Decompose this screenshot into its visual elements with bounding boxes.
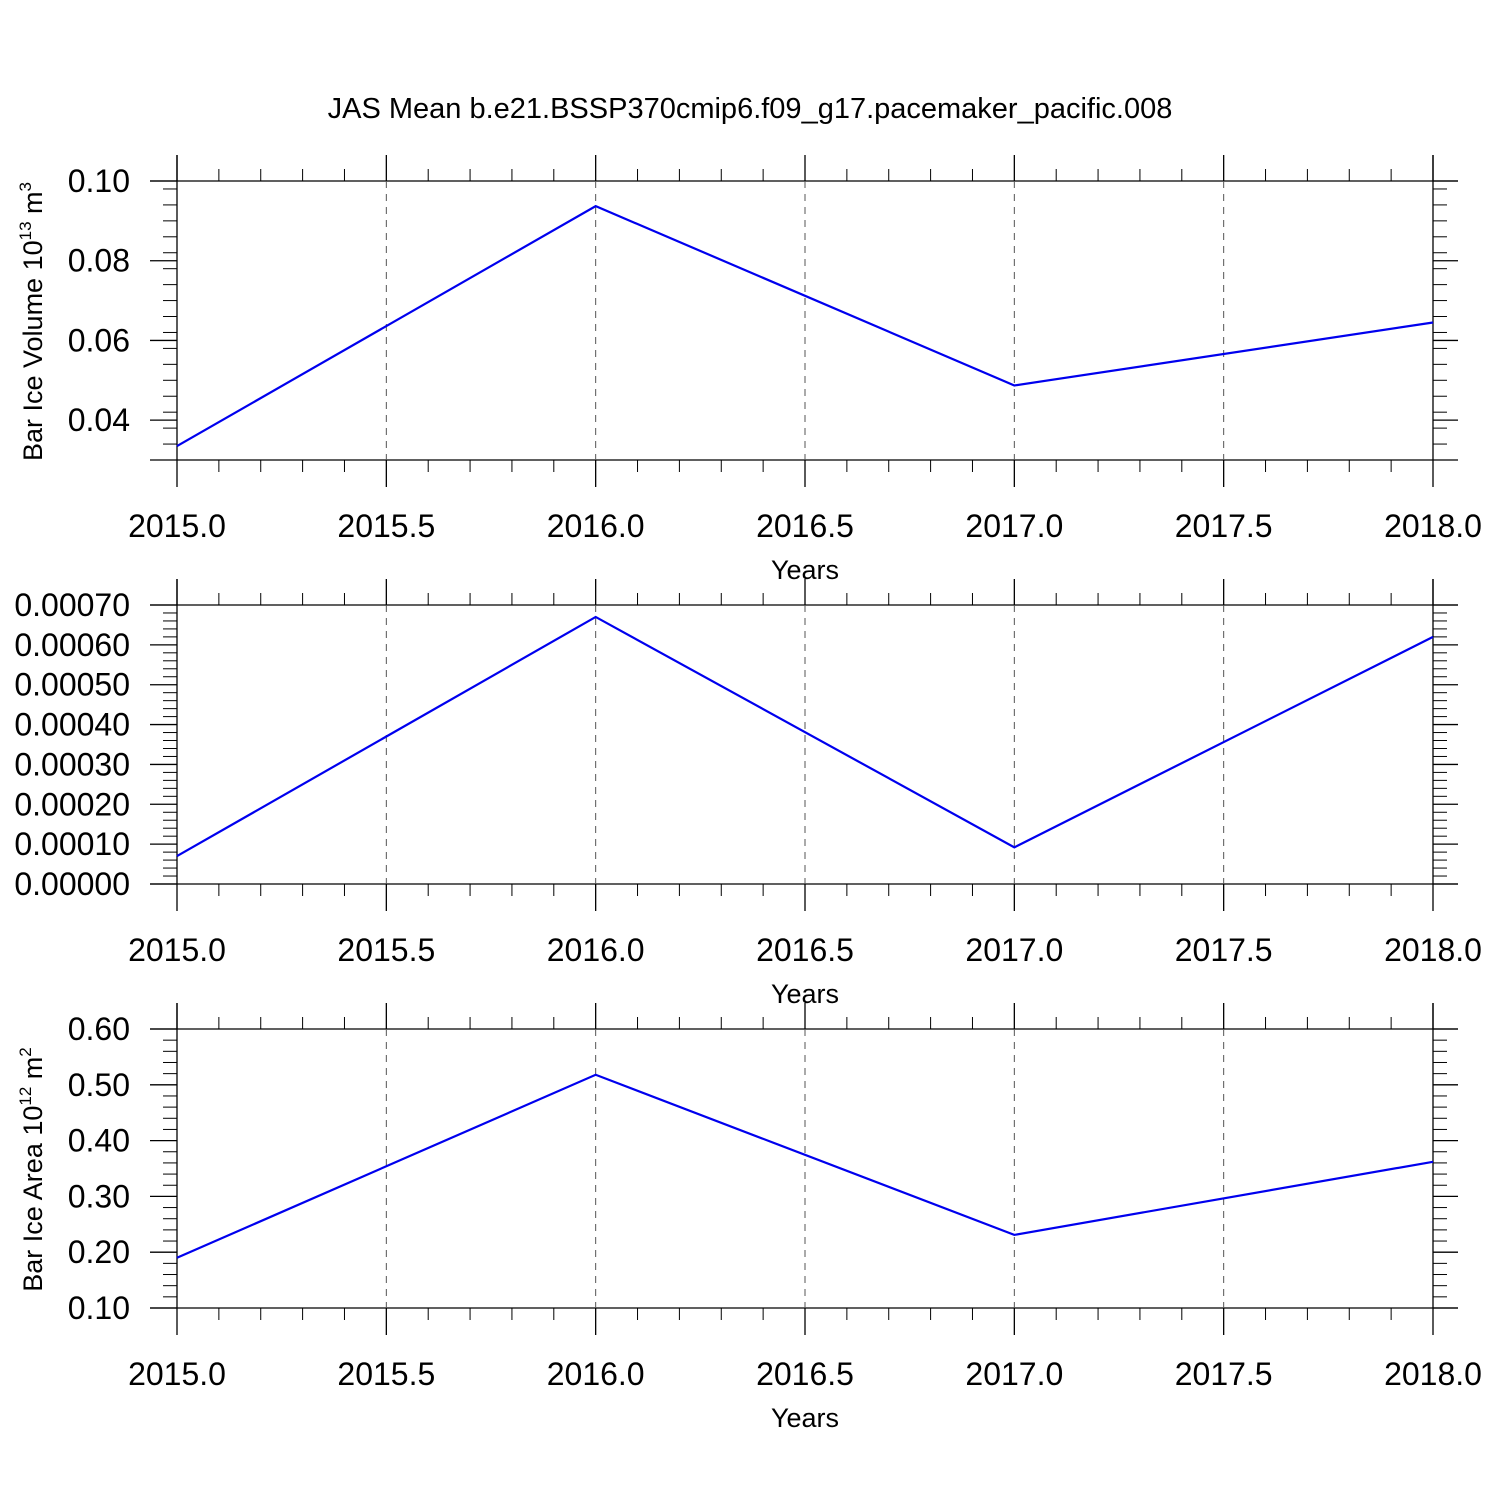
x-tick-label: 2015.0 xyxy=(128,1356,226,1392)
x-tick-label: 2015.5 xyxy=(337,1356,435,1392)
x-tick-label: 2017.0 xyxy=(965,932,1063,968)
figure-title: JAS Mean b.e21.BSSP370cmip6.f09_g17.pace… xyxy=(328,93,1173,125)
panels: 2015.0 2015.5 2016.0 2016.5 2017.0 2017.5 2018… xyxy=(14,155,1482,1433)
y-tick-label: 0.00060 xyxy=(14,627,130,663)
y-tick-label: 0.08 xyxy=(68,243,130,279)
x-tick-label: 2017.0 xyxy=(965,1356,1063,1392)
x-tick-label: 2016.5 xyxy=(756,1356,854,1392)
x-axis-title: Years xyxy=(771,1403,839,1433)
y-tick-label: 0.04 xyxy=(68,402,130,438)
x-tick-label: 2015.0 xyxy=(128,932,226,968)
x-tick-label: 2015.0 xyxy=(128,508,226,544)
x-tick-label: 2017.5 xyxy=(1175,508,1273,544)
x-tick-label: 2018.0 xyxy=(1384,932,1482,968)
y-tick-label: 0.00040 xyxy=(14,707,130,743)
y-tick-label: 0.10 xyxy=(68,163,130,199)
y-tick-label: 0.00030 xyxy=(14,746,130,782)
y-axis-title: Bar Ice Volume 1013 m3 xyxy=(16,182,48,461)
y-tick-label: 0.06 xyxy=(68,322,130,358)
x-tick-label: 2018.0 xyxy=(1384,508,1482,544)
chart-panel-3: 2015.0 2015.5 2016.0 2016.5 2017.0 2017.5 2018… xyxy=(16,1003,1482,1433)
x-tick-label: 2016.5 xyxy=(756,508,854,544)
chart-panel-2: 2015.0 2015.5 2016.0 2016.5 2017.0 2017.5 2018… xyxy=(14,579,1482,1009)
x-tick-label: 2017.0 xyxy=(965,508,1063,544)
data-line xyxy=(176,615,1434,858)
x-tick-label: 2016.0 xyxy=(547,1356,645,1392)
data-line xyxy=(176,1073,1434,1259)
y-tick-label: 0.30 xyxy=(68,1178,130,1214)
y-tick-label: 0.40 xyxy=(68,1123,130,1159)
data-line xyxy=(176,204,1434,448)
x-tick-label: 2016.0 xyxy=(547,508,645,544)
y-tick-label: 0.00020 xyxy=(14,786,130,822)
x-tick-label: 2016.5 xyxy=(756,932,854,968)
y-tick-label: 0.00000 xyxy=(14,866,130,902)
y-tick-label: 0.10 xyxy=(68,1290,130,1326)
x-tick-label: 2018.0 xyxy=(1384,1356,1482,1392)
y-tick-label: 0.00050 xyxy=(14,667,130,703)
x-tick-label: 2017.5 xyxy=(1175,932,1273,968)
y-axis-title: Bar Ice Area 1012 m2 xyxy=(16,1047,48,1292)
x-tick-label: 2017.5 xyxy=(1175,1356,1273,1392)
x-tick-label: 2016.0 xyxy=(547,932,645,968)
y-tick-label: 0.60 xyxy=(68,1011,130,1047)
x-tick-label: 2015.5 xyxy=(337,932,435,968)
y-tick-label: 0.00010 xyxy=(14,826,130,862)
y-tick-label: 0.20 xyxy=(68,1234,130,1270)
chart-panel-1: 2015.0 2015.5 2016.0 2016.5 2017.0 2017.5 2018… xyxy=(16,155,1482,585)
x-tick-label: 2015.5 xyxy=(337,508,435,544)
y-tick-label: 0.00070 xyxy=(14,587,130,623)
y-tick-label: 0.50 xyxy=(68,1067,130,1103)
